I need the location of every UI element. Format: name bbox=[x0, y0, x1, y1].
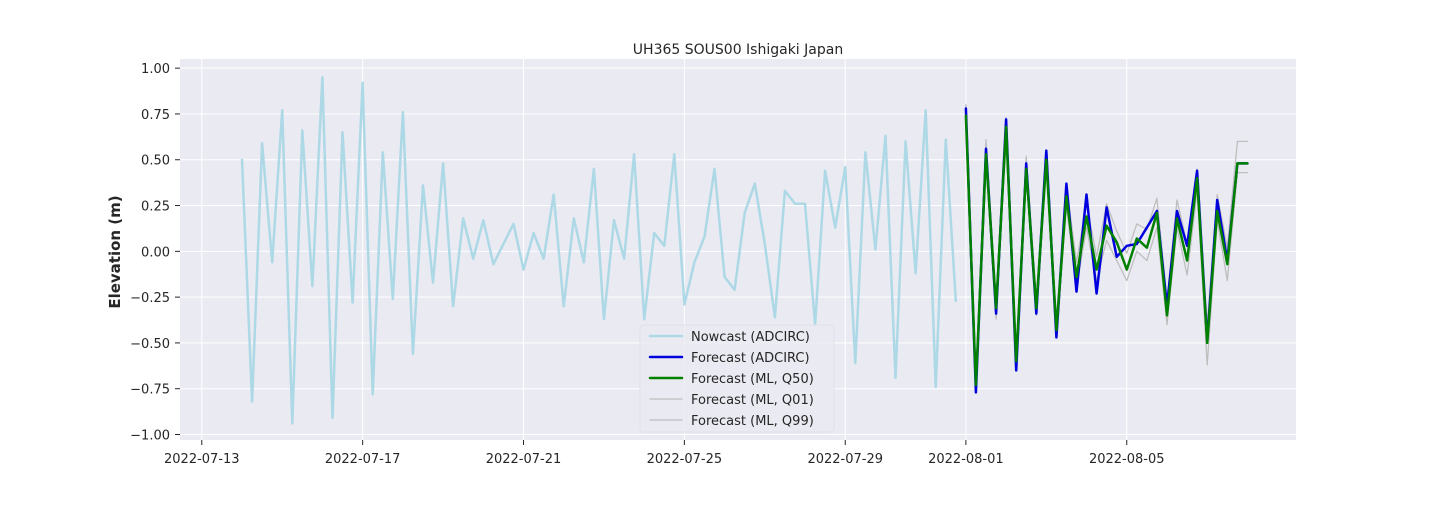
series-lines bbox=[240, 76, 1249, 425]
y-tick-label: −0.50 bbox=[130, 337, 170, 352]
x-tick-label: 2022-07-13 bbox=[164, 452, 240, 467]
legend-box bbox=[639, 324, 835, 433]
y-tick-label: −0.25 bbox=[130, 291, 170, 306]
x-tick-label: 2022-07-21 bbox=[486, 452, 562, 467]
legend-label-forecast-adcirc: Forecast (ADCIRC) bbox=[691, 351, 810, 366]
legend-label-forecast-ml-q01: Forecast (ML, Q01) bbox=[691, 393, 814, 408]
x-tick-label: 2022-07-29 bbox=[807, 452, 883, 467]
y-axis-label: Elevation (m) bbox=[106, 195, 124, 308]
y-tick-label: 0.50 bbox=[141, 154, 170, 169]
legend-label-nowcast-adcirc: Nowcast (ADCIRC) bbox=[691, 330, 810, 345]
x-tick-label: 2022-07-25 bbox=[647, 452, 723, 467]
series-line-forecast-ml-q50 bbox=[964, 114, 1249, 387]
y-tick-label: 1.00 bbox=[141, 62, 170, 77]
x-axis-ticks: 2022-07-13 2022-07-17 2022-07-21 2022-07-25… bbox=[164, 440, 1165, 467]
y-tick-label: −0.75 bbox=[130, 383, 170, 398]
y-tick-label: 0.75 bbox=[141, 108, 170, 123]
y-tick-label: 0.25 bbox=[141, 200, 170, 215]
series-line-nowcast-adcirc bbox=[240, 76, 958, 425]
x-tick-label: 2022-08-01 bbox=[928, 452, 1004, 467]
y-tick-label: 0.00 bbox=[141, 245, 170, 260]
y-tick-label: −1.00 bbox=[130, 429, 170, 444]
legend-label-forecast-ml-q50: Forecast (ML, Q50) bbox=[691, 372, 814, 387]
legend: Nowcast (ADCIRC) Forecast (ADCIRC) Forec… bbox=[639, 324, 835, 433]
y-axis-ticks: 1.00 0.75 0.50 0.25 0.00 −0.25 −0.50 −0.75 −1.00 bbox=[130, 62, 180, 444]
x-tick-label: 2022-07-17 bbox=[325, 452, 401, 467]
legend-label-forecast-ml-q99: Forecast (ML, Q99) bbox=[691, 414, 814, 429]
x-tick-label: 2022-08-05 bbox=[1089, 452, 1165, 467]
chart-title: UH365 SOUS00 Ishigaki Japan bbox=[633, 42, 843, 58]
